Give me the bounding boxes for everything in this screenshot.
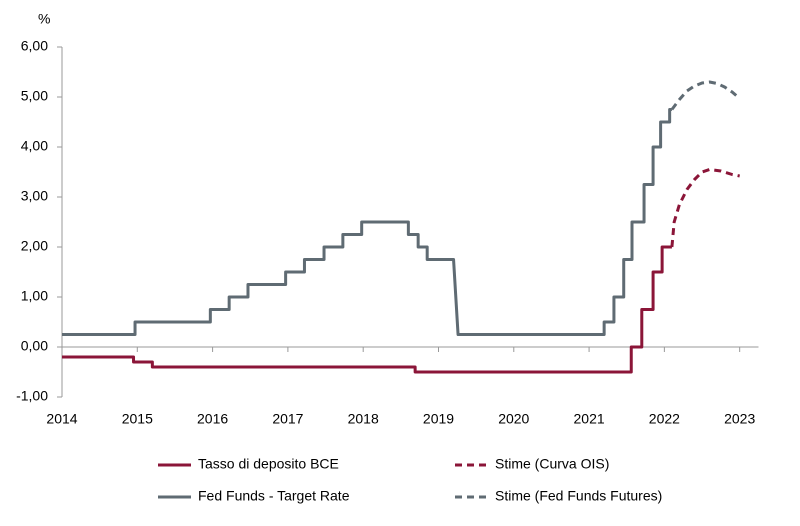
x-tick-label: 2022: [649, 411, 680, 427]
y-tick-label: 3,00: [21, 188, 48, 204]
x-tick-label: 2019: [423, 411, 454, 427]
x-tick-label: 2015: [122, 411, 153, 427]
legend-label: Tasso di deposito BCE: [198, 456, 339, 472]
series-line: [670, 168, 740, 248]
y-axis-label: %: [38, 11, 50, 27]
legend-label: Fed Funds - Target Rate: [198, 488, 350, 504]
series-line: [62, 245, 672, 374]
x-tick-label: 2021: [574, 411, 605, 427]
y-tick-label: 6,00: [21, 38, 48, 54]
y-tick-label: 2,00: [21, 238, 48, 254]
x-tick-label: 2020: [498, 411, 529, 427]
y-tick-label: -1,00: [16, 388, 48, 404]
y-tick-label: 5,00: [21, 88, 48, 104]
x-tick-label: 2016: [197, 411, 228, 427]
y-tick-label: 1,00: [21, 288, 48, 304]
series-line: [670, 80, 741, 111]
series-line: [62, 108, 672, 336]
legend-label: Stime (Curva OIS): [495, 456, 609, 472]
x-tick-label: 2017: [272, 411, 303, 427]
legend-label: Stime (Fed Funds Futures): [495, 488, 662, 504]
x-tick-label: 2014: [46, 411, 77, 427]
y-tick-label: 0,00: [21, 338, 48, 354]
y-tick-label: 4,00: [21, 138, 48, 154]
x-tick-label: 2023: [724, 411, 755, 427]
x-tick-label: 2018: [348, 411, 379, 427]
